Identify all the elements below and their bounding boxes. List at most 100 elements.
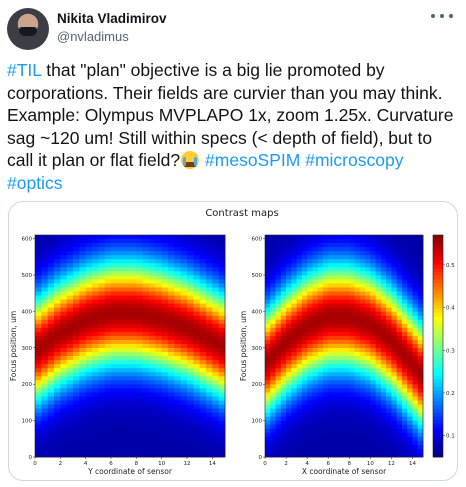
heatmap-cell <box>328 440 334 446</box>
heatmap-cell <box>41 307 49 313</box>
attached-image[interactable]: Contrast maps 0 2 4 6 8 10 12 14 0 100 200 300 400 50… <box>8 201 458 481</box>
heatmap-cell <box>280 259 287 264</box>
heatmap-cell <box>370 335 376 341</box>
heatmap-cell <box>275 307 282 313</box>
heatmap-cell <box>136 295 144 300</box>
heatmap-cell <box>391 243 398 248</box>
heatmap-cell <box>85 448 93 454</box>
heatmap-cell <box>317 279 324 284</box>
heatmap-cell <box>54 376 61 381</box>
heatmap-cell <box>73 235 80 240</box>
hashtag-microscopy[interactable]: #microscopy <box>305 150 404 170</box>
heatmap-cell <box>375 251 382 256</box>
heatmap-cell <box>73 343 80 349</box>
hashtag-til[interactable]: #TIL <box>7 60 42 80</box>
heatmap-cell <box>111 243 118 248</box>
colorbar-segment <box>433 268 443 273</box>
heatmap-cell <box>317 323 324 329</box>
heatmap-cell <box>265 384 271 389</box>
heatmap-cell <box>73 388 80 393</box>
heatmap-cell <box>54 275 61 280</box>
heatmap-cell <box>317 287 324 292</box>
heatmap-cell <box>212 440 220 446</box>
heatmap-cell <box>386 291 392 296</box>
heatmap-cell <box>85 388 93 393</box>
heatmap-cell <box>73 339 80 345</box>
heatmap-cell <box>35 239 42 244</box>
heatmap-cell <box>193 319 201 325</box>
heatmap-cell <box>104 356 112 361</box>
heatmap-cell <box>344 251 350 256</box>
author-block: Nikita Vladimirov @nvladimus <box>57 11 167 45</box>
heatmap-cell <box>180 311 188 317</box>
heatmap-cell <box>286 368 292 373</box>
heatmap-cell <box>66 448 74 454</box>
heatmap-cell <box>380 396 387 401</box>
heatmap-cell <box>66 392 74 397</box>
heatmap-cell <box>401 408 408 413</box>
colorbar-segment <box>433 431 443 436</box>
colorbar-tick-label: 0.5 <box>446 263 455 269</box>
heatmap-cell <box>174 247 182 252</box>
heatmap-cell <box>155 319 163 325</box>
heatmap-cell <box>111 259 118 264</box>
heatmap-cell <box>193 251 201 256</box>
more-options-icon[interactable] <box>431 9 453 23</box>
hashtag-mesospim[interactable]: #mesoSPIM <box>205 150 301 170</box>
avatar[interactable] <box>7 8 49 50</box>
heatmap-cell <box>322 271 329 276</box>
heatmap-cell <box>130 348 137 353</box>
colorbar-segment <box>433 401 443 406</box>
heatmap-cell <box>142 331 150 337</box>
heatmap-cell <box>275 448 282 454</box>
heatmap-cell <box>328 295 334 300</box>
heatmap-cell <box>407 323 413 329</box>
heatmap-cell <box>47 287 55 292</box>
heatmap-cell <box>291 364 297 369</box>
heatmap-cell <box>98 380 106 385</box>
heatmap-cell <box>187 279 194 284</box>
heatmap-cell <box>317 315 324 321</box>
heatmap-cell <box>149 444 156 450</box>
heatmap-cell <box>161 243 169 248</box>
heatmap-cell <box>286 372 292 377</box>
heatmap-cell <box>92 311 99 317</box>
heatmap-cell <box>296 428 303 434</box>
author-handle[interactable]: @nvladimus <box>57 29 129 44</box>
heatmap-cell <box>60 372 68 377</box>
heatmap-cell <box>98 432 106 438</box>
heatmap-cell <box>73 428 80 434</box>
heatmap-cell <box>265 428 271 434</box>
heatmap-cell <box>41 331 49 337</box>
heatmap-cell <box>386 348 392 353</box>
heatmap-cell <box>265 408 271 413</box>
heatmap-cell <box>47 315 55 321</box>
heatmap-cell <box>199 432 207 438</box>
heatmap-cell <box>149 291 156 296</box>
heatmap-cell <box>168 255 175 260</box>
heatmap-cell <box>130 352 137 357</box>
heatmap-cell <box>161 348 169 353</box>
heatmap-cell <box>317 243 324 248</box>
heatmap-cell <box>349 392 355 397</box>
heatmap-cell <box>54 243 61 248</box>
heatmap-cell <box>142 319 150 325</box>
heatmap-cell <box>307 364 313 369</box>
heatmap-cell <box>322 251 329 256</box>
heatmap-cell <box>47 364 55 369</box>
heatmap-cell <box>291 239 297 244</box>
author-name[interactable]: Nikita Vladimirov <box>57 11 167 26</box>
heatmap-cell <box>344 428 350 434</box>
heatmap-cell <box>206 408 213 413</box>
hashtag-optics[interactable]: #optics <box>7 172 63 193</box>
colorbar-segment <box>433 242 443 247</box>
heatmap-cell <box>286 271 292 276</box>
heatmap-cell <box>193 364 201 369</box>
heatmap-cell <box>275 412 282 418</box>
heatmap-cell <box>270 416 276 422</box>
heatmap-cell <box>111 436 118 442</box>
heatmap-cell <box>212 311 220 317</box>
heatmap-cell <box>312 235 319 240</box>
heatmap-cell <box>370 448 376 454</box>
heatmap-cell <box>187 404 194 409</box>
